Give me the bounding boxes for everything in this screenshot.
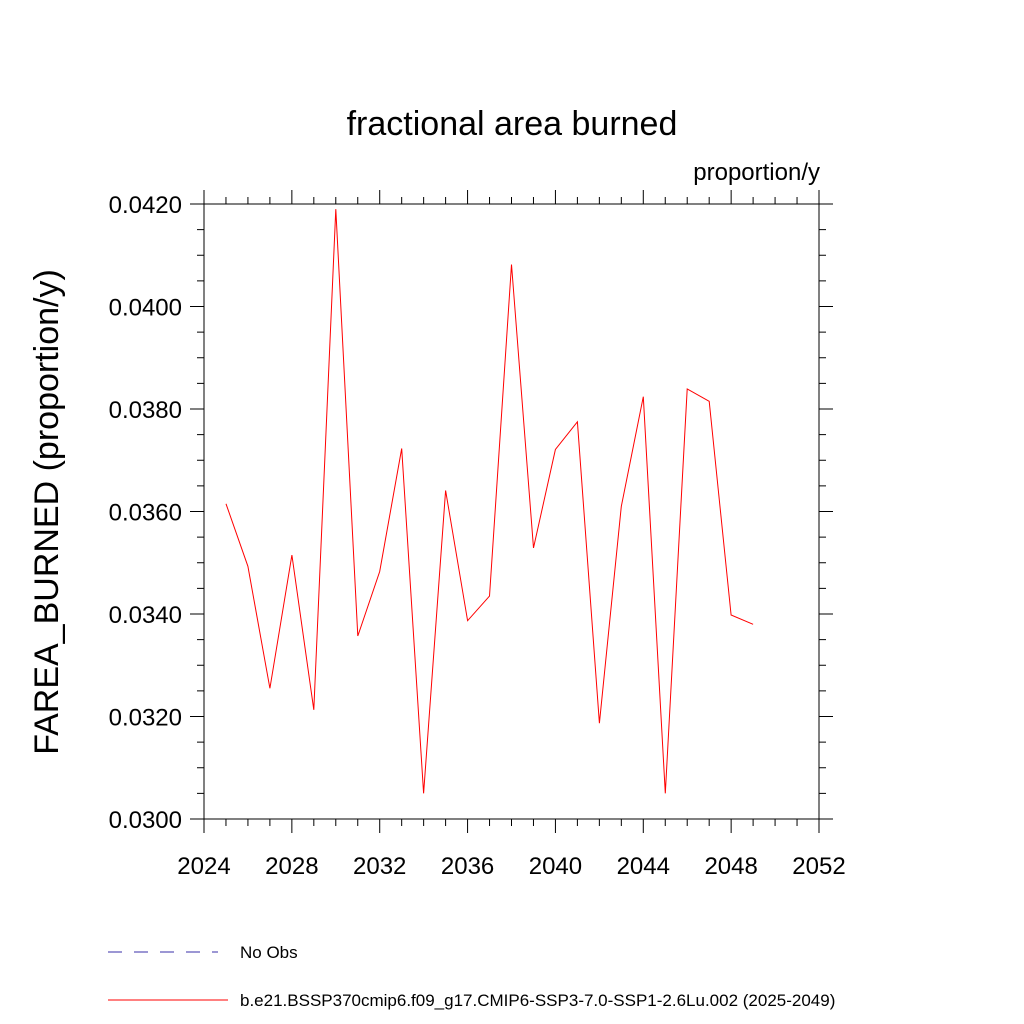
x-tick-label: 2032: [353, 853, 406, 880]
x-tick-label: 2048: [704, 853, 757, 880]
x-tick-label: 2024: [177, 853, 230, 880]
y-axis-label: FAREA_BURNED (proportion/y): [28, 269, 66, 755]
y-tick-label: 0.0320: [109, 705, 182, 732]
x-tick-label: 2036: [441, 853, 494, 880]
x-tick-label: 2044: [617, 853, 670, 880]
legend-label-no-obs: No Obs: [240, 943, 298, 962]
chart-title: fractional area burned: [347, 105, 678, 143]
y-tick-label: 0.0380: [109, 397, 182, 424]
x-tick-labels: 2024 2028 2032 2036 2040 2044 2048 2052: [177, 853, 845, 880]
y-tick-label: 0.0400: [109, 295, 182, 322]
series-line: [225, 209, 754, 794]
x-tick-label: 2040: [529, 853, 582, 880]
y-tick-label: 0.0420: [109, 192, 182, 219]
y-tick-label: 0.0300: [109, 807, 182, 834]
series-group: [225, 209, 754, 794]
y-tick-label: 0.0340: [109, 602, 182, 629]
x-tick-label: 2052: [792, 853, 845, 880]
axis-ticks: [190, 190, 833, 833]
x-tick-label: 2028: [265, 853, 318, 880]
y-tick-labels: 0.0300 0.0320 0.0340 0.0360 0.0380 0.0400 0.04…: [109, 192, 182, 834]
legend: No Obs b.e21.BSSP370cmip6.f09_g17.CMIP6-…: [108, 943, 835, 1010]
units-label: proportion/y: [693, 159, 820, 186]
y-tick-label: 0.0360: [109, 500, 182, 527]
plot-frame: [203, 203, 820, 820]
legend-label-model: b.e21.BSSP370cmip6.f09_g17.CMIP6-SSP3-7.…: [240, 991, 835, 1010]
